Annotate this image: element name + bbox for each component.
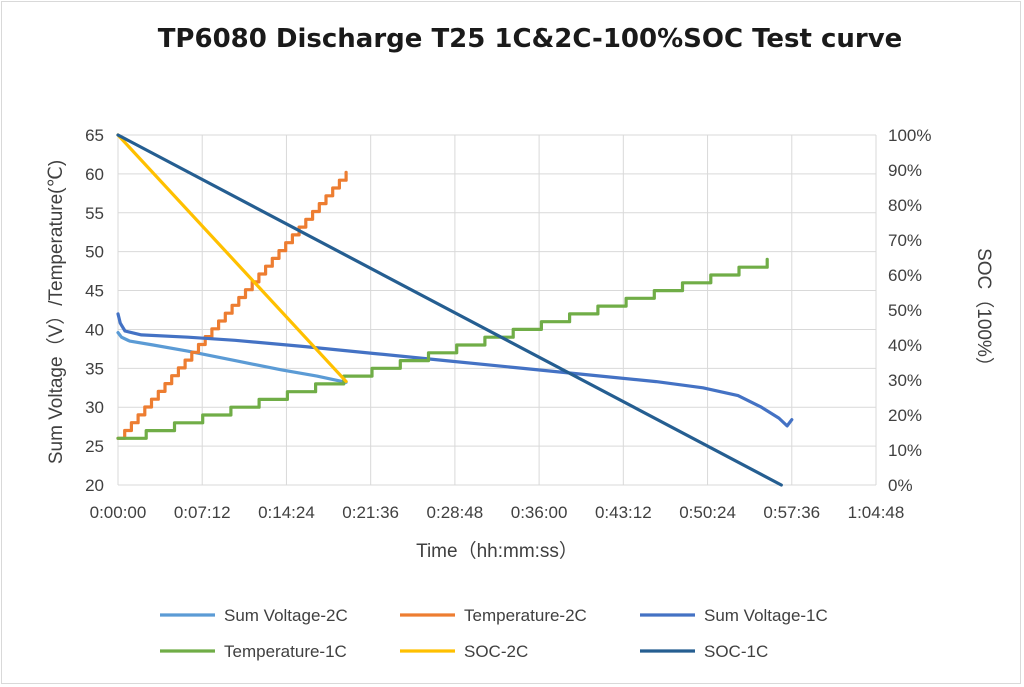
x-tick-label: 0:00:00 [90, 503, 147, 522]
series-line-temperature-2c [116, 170, 348, 440]
y-left-tick-label: 35 [85, 359, 104, 378]
x-tick-label: 1:04:48 [848, 503, 905, 522]
legend: Sum Voltage-2C Temperature-2C Sum Voltage-… [160, 606, 828, 661]
x-tick-label: 0:21:36 [342, 503, 399, 522]
x-tick-label: 0:36:00 [511, 503, 568, 522]
series-group [116, 133, 794, 487]
legend-label-sum-voltage-2c: Sum Voltage-2C [224, 606, 348, 625]
y-right-tick-label: 30% [888, 371, 922, 390]
y-axis-right-label: SOC（100%） [973, 248, 995, 376]
y-right-tick-label: 50% [888, 301, 922, 320]
legend-label-soc-2c: SOC-2C [464, 642, 528, 661]
x-axis-label: Time（hh:mm:ss） [416, 540, 578, 562]
y-right-tick-label: 70% [888, 231, 922, 250]
series-line-temperature-1c [116, 257, 769, 440]
legend-label-temperature-1c: Temperature-1C [224, 642, 347, 661]
series-line-sum-voltage-2c [116, 331, 348, 384]
series-line-soc-2c [116, 133, 348, 383]
x-tick-label: 0:43:12 [595, 503, 652, 522]
legend-label-temperature-2c: Temperature-2C [464, 606, 587, 625]
y-axis-left-label: Sum Voltage（V）/Temperature(℃) [45, 160, 67, 464]
y-left-tick-label: 25 [85, 437, 104, 456]
y-right-tick-label: 20% [888, 406, 922, 425]
x-tick-label: 0:57:36 [763, 503, 820, 522]
chart-title: TP6080 Discharge T25 1C&2C-100%SOC Test … [157, 24, 903, 54]
y-right-tick-label: 80% [888, 196, 922, 215]
y-left-tick-label: 60 [85, 165, 104, 184]
y-left-tick-label: 20 [85, 476, 104, 495]
tick-labels: 20 25 30 35 40 45 50 55 60 65 0% 10% 20% 30% 40% 50% 60%… [85, 126, 931, 522]
y-right-tick-label: 100% [888, 126, 931, 145]
legend-label-soc-1c: SOC-1C [704, 642, 768, 661]
y-left-tick-label: 40 [85, 320, 104, 339]
y-left-tick-label: 50 [85, 243, 104, 262]
y-right-tick-label: 40% [888, 336, 922, 355]
x-tick-label: 0:50:24 [679, 503, 736, 522]
y-left-tick-label: 65 [85, 126, 104, 145]
legend-label-sum-voltage-1c: Sum Voltage-1C [704, 606, 828, 625]
series-line-soc-1c [116, 133, 783, 487]
y-right-tick-label: 90% [888, 161, 922, 180]
x-tick-label: 0:28:48 [427, 503, 484, 522]
y-right-tick-label: 60% [888, 266, 922, 285]
series-line-sum-voltage-1c [116, 312, 794, 428]
y-right-tick-label: 10% [888, 441, 922, 460]
y-left-tick-label: 45 [85, 282, 104, 301]
y-right-tick-label: 0% [888, 476, 913, 495]
x-tick-label: 0:07:12 [174, 503, 231, 522]
y-left-tick-label: 30 [85, 398, 104, 417]
y-left-tick-label: 55 [85, 204, 104, 223]
x-tick-label: 0:14:24 [258, 503, 315, 522]
